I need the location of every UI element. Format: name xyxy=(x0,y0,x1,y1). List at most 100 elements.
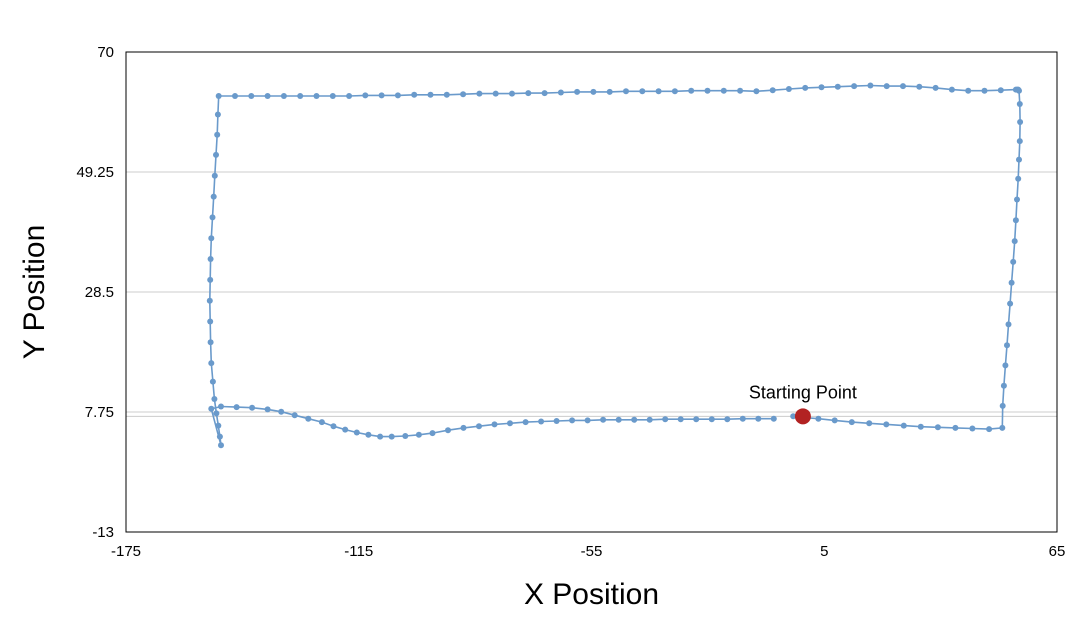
track-point xyxy=(342,426,349,433)
track-point xyxy=(557,89,564,96)
y-axis-title: Y Position xyxy=(18,225,51,360)
start-point-label: Starting Point xyxy=(749,382,857,402)
track-point xyxy=(917,423,924,430)
track-point xyxy=(538,418,545,425)
track-point xyxy=(785,86,792,92)
track-point xyxy=(815,415,822,422)
x-tick-label: -55 xyxy=(581,543,603,560)
track-point xyxy=(916,83,923,90)
track-point xyxy=(688,87,695,94)
track-point xyxy=(362,92,369,99)
track-point xyxy=(525,90,532,97)
track-point xyxy=(553,418,560,424)
track-point xyxy=(1008,279,1015,286)
track-point xyxy=(214,131,221,138)
track-point xyxy=(218,442,224,449)
y-tick-label: 49.25 xyxy=(76,164,114,181)
track-point xyxy=(507,420,513,427)
track-point xyxy=(1000,382,1007,389)
track-point xyxy=(1011,238,1018,245)
track-point xyxy=(211,396,218,402)
track-point xyxy=(206,297,213,304)
track-point xyxy=(655,88,662,95)
track-point xyxy=(264,93,271,99)
track-point xyxy=(818,84,825,91)
track-point xyxy=(365,431,372,438)
y-tick-label: -13 xyxy=(92,524,114,541)
track-point xyxy=(639,88,646,95)
track-point xyxy=(207,256,214,262)
track-point xyxy=(790,413,797,420)
track-point xyxy=(492,90,499,97)
track-point xyxy=(445,427,451,434)
track-point xyxy=(291,412,298,419)
track-point xyxy=(402,433,409,439)
track-point xyxy=(631,416,638,423)
track-point xyxy=(427,91,434,98)
track-point xyxy=(213,151,219,158)
track-point xyxy=(388,433,395,440)
track-point xyxy=(969,425,976,432)
track-point xyxy=(606,88,613,95)
track-point xyxy=(207,276,214,283)
track-point xyxy=(522,419,529,426)
track-point xyxy=(476,90,483,97)
track-point xyxy=(207,339,214,346)
track-point xyxy=(755,415,762,422)
track-point xyxy=(802,84,809,91)
grid-lines xyxy=(126,171,1057,417)
track-point xyxy=(297,93,304,99)
x-tick-label: -175 xyxy=(111,543,141,560)
track-point xyxy=(997,87,1004,94)
track-point xyxy=(249,404,256,411)
track-point xyxy=(999,402,1006,409)
x-axis-title: X Position xyxy=(524,578,659,611)
track-point xyxy=(353,429,360,436)
track-point xyxy=(932,84,939,91)
track-point xyxy=(704,87,711,94)
track-point xyxy=(1004,342,1010,349)
track-point xyxy=(770,415,777,422)
track-point xyxy=(1010,258,1017,265)
track-point xyxy=(769,87,776,94)
track-point xyxy=(460,91,467,98)
track-point xyxy=(264,406,271,413)
track-point xyxy=(232,93,238,99)
track-point xyxy=(280,93,287,99)
track-point xyxy=(415,431,422,438)
track-point xyxy=(218,403,224,410)
track-point xyxy=(346,93,353,99)
track-point xyxy=(934,424,941,431)
track-series xyxy=(206,82,1024,449)
x-tick-label: 5 xyxy=(820,543,828,560)
track-point xyxy=(831,417,838,424)
track-point xyxy=(330,423,337,430)
track-point xyxy=(883,421,890,428)
track-point xyxy=(1014,196,1020,203)
x-tick-label: -115 xyxy=(344,543,373,560)
track-point xyxy=(623,88,629,95)
track-point xyxy=(1016,138,1023,145)
y-axis-ticks: 70 49.25 28.5 7.75 -13 xyxy=(76,44,114,541)
track-point xyxy=(1016,101,1023,107)
plot-frame xyxy=(125,51,1058,533)
track-point xyxy=(590,88,597,95)
track-point xyxy=(574,88,581,95)
track-point xyxy=(1005,321,1012,328)
track-point xyxy=(213,410,220,417)
track-point xyxy=(1016,156,1022,163)
track-point xyxy=(737,87,744,94)
track-point xyxy=(233,404,240,411)
track-point xyxy=(693,416,700,423)
track-point xyxy=(476,423,482,430)
track-point xyxy=(1015,175,1022,182)
x-axis-ticks: -175 -115 -55 5 65 xyxy=(111,543,1065,560)
track-point xyxy=(646,416,653,423)
y-tick-label: 70 xyxy=(97,44,114,61)
track-point xyxy=(584,417,591,424)
track-point xyxy=(318,419,325,426)
track-point xyxy=(883,83,890,90)
track-point xyxy=(753,88,760,95)
track-point xyxy=(313,93,320,99)
